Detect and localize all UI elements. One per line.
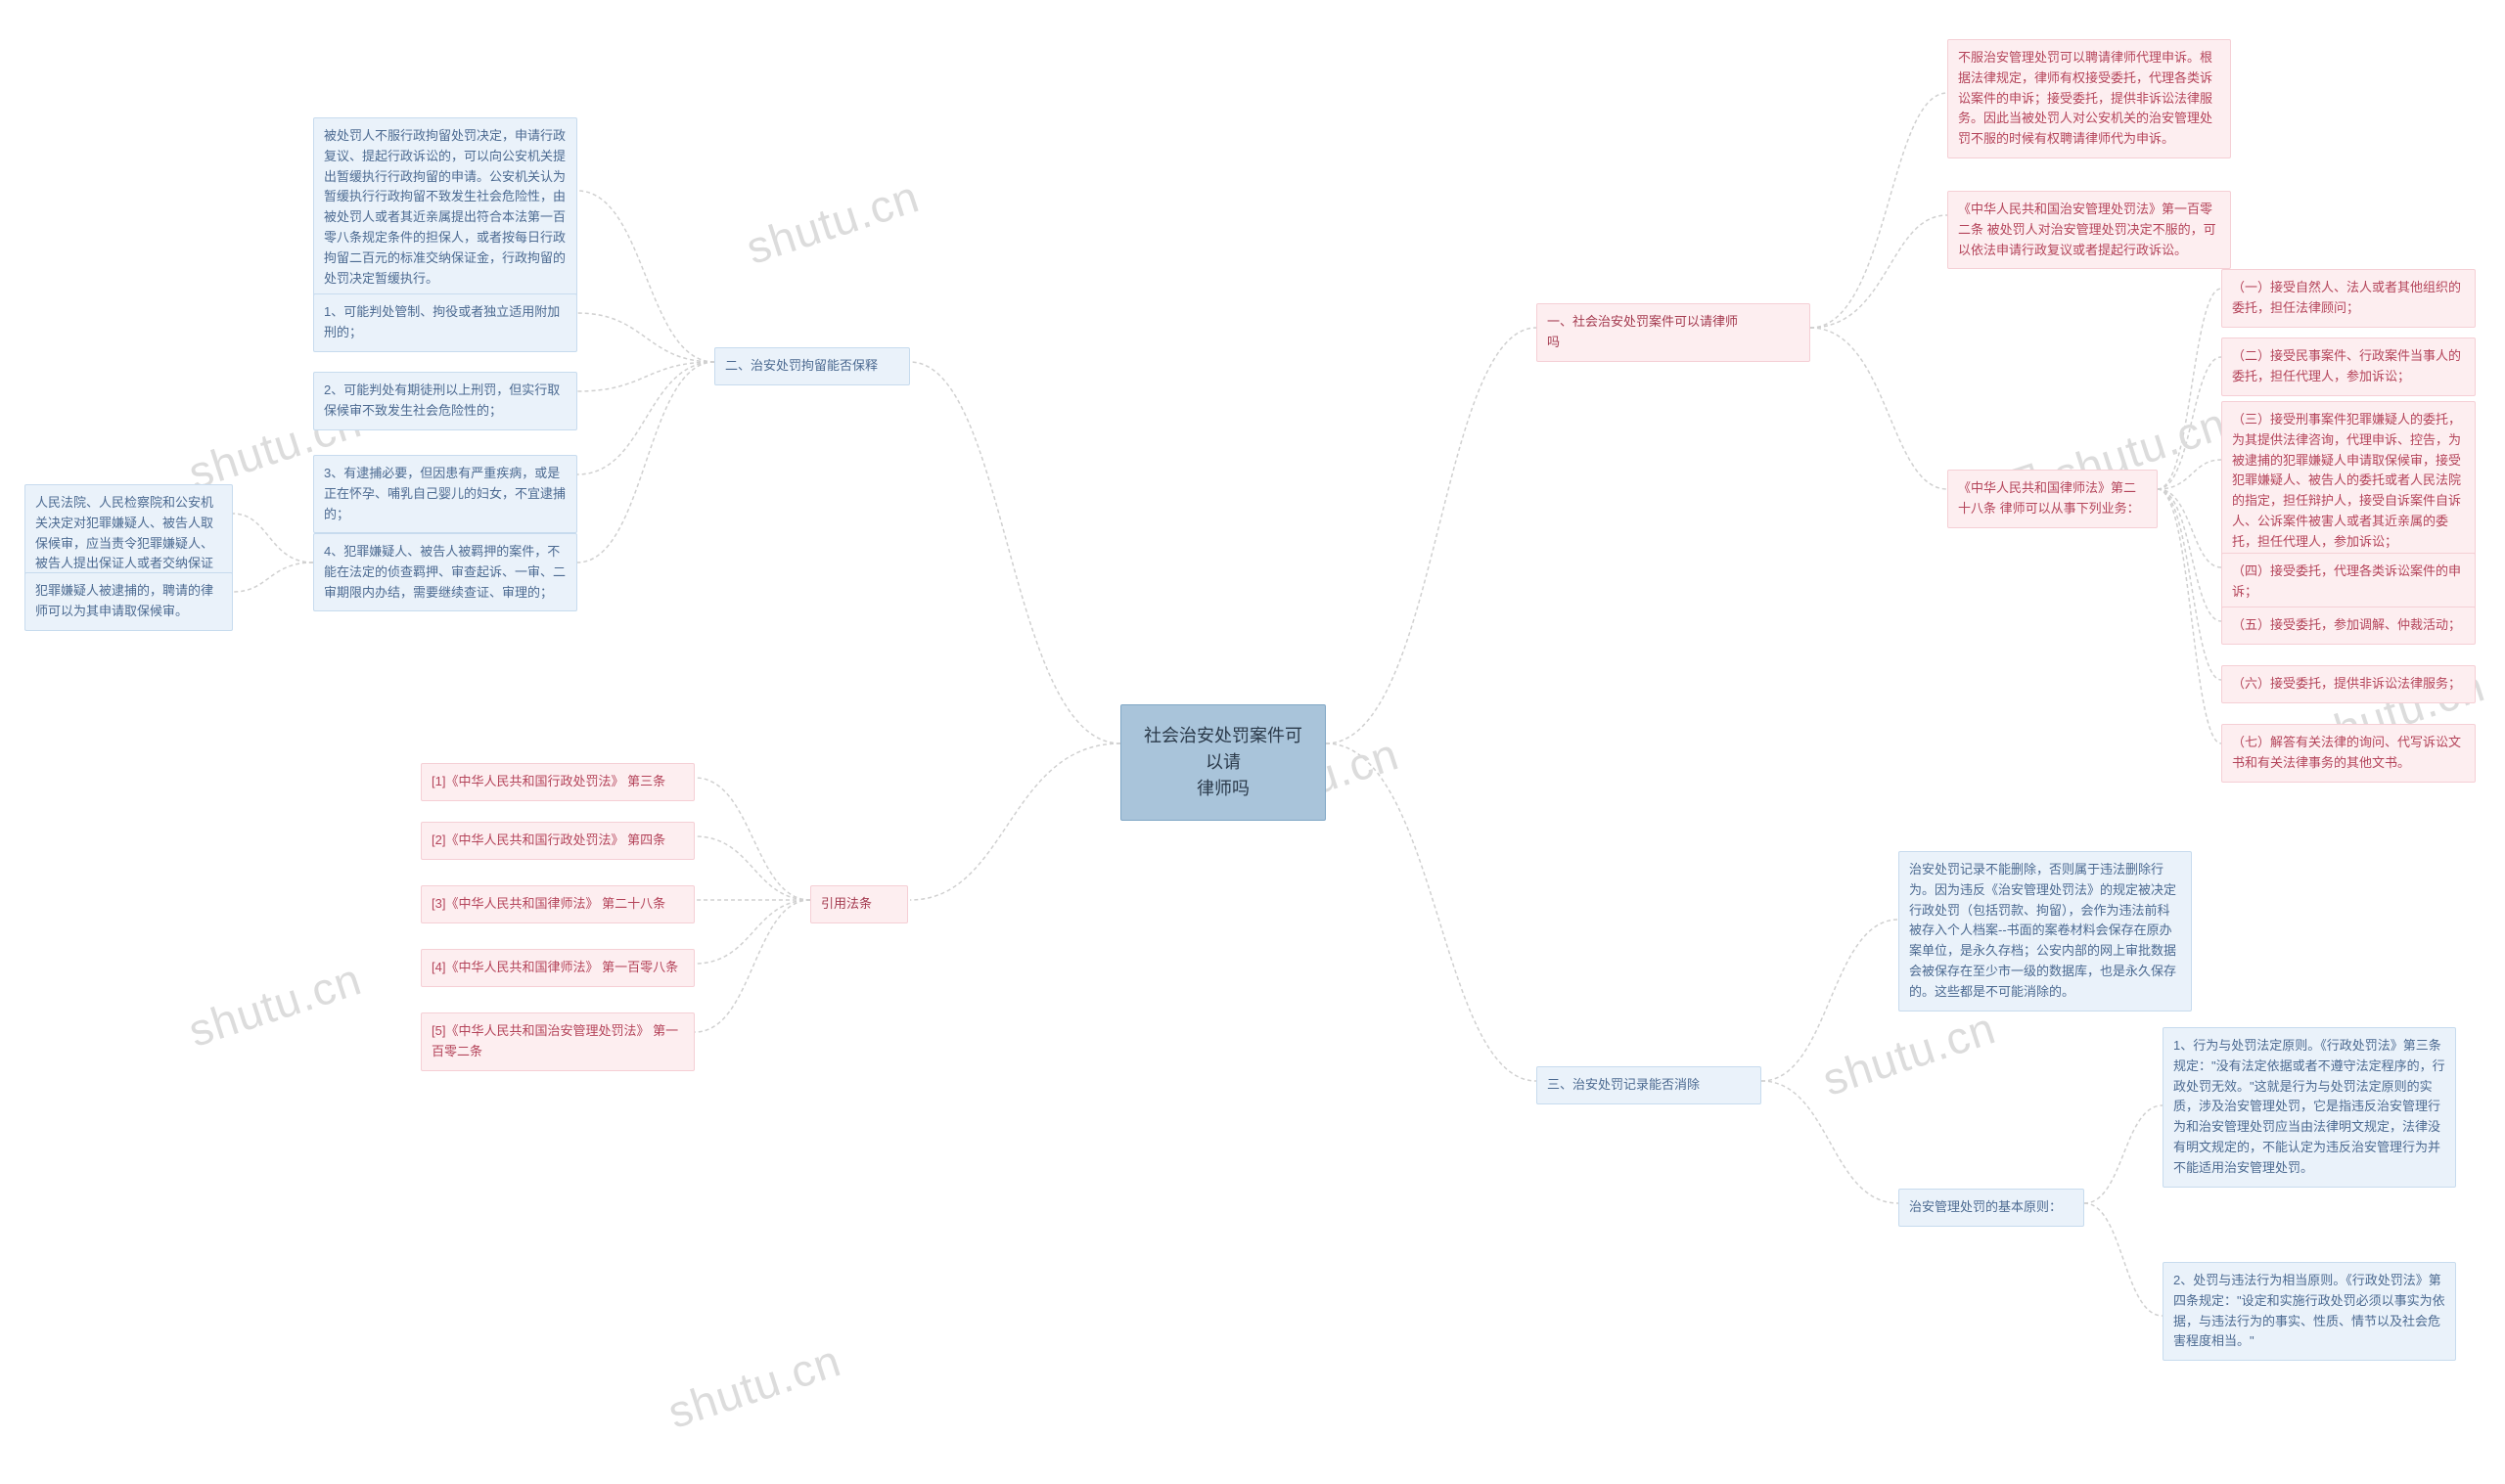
- l1-leaf4: 3、有逮捕必要，但因患有严重疾病，或是正在怀孕、哺乳自己婴儿的妇女，不宜逮捕的；: [313, 455, 577, 533]
- r1-leaf1: 不服治安管理处罚可以聘请律师代理申诉。根据法律规定，律师有权接受委托，代理各类诉…: [1947, 39, 2231, 158]
- r1-title-l2: 吗: [1547, 335, 1560, 349]
- r1-item-6: （六）接受委托，提供非诉讼法律服务；: [2221, 665, 2476, 703]
- l2-item-5: [5]《中华人民共和国治安管理处罚法》 第一百零二条: [421, 1012, 695, 1071]
- l2-item-3: [3]《中华人民共和国律师法》 第二十八条: [421, 885, 695, 923]
- r1-title-l1: 一、社会治安处罚案件可以请律师: [1547, 314, 1738, 329]
- l1-leaf1: 被处罚人不服行政拘留处罚决定，申请行政复议、提起行政诉讼的，可以向公安机关提出暂…: [313, 117, 577, 297]
- r2-item1: 1、行为与处罚法定原则。《行政处罚法》第三条规定："没有法定依据或者不遵守法定程…: [2163, 1027, 2456, 1188]
- l1-leaf5: 4、犯罪嫌疑人、被告人被羁押的案件，不能在法定的侦查羁押、审查起诉、一审、二审期…: [313, 533, 577, 611]
- watermark: shutu.cn: [1816, 1001, 2002, 1106]
- r2-item2: 2、处罚与违法行为相当原则。《行政处罚法》第四条规定："设定和实施行政处罚必须以…: [2163, 1262, 2456, 1361]
- l2-item-1: [1]《中华人民共和国行政处罚法》 第三条: [421, 763, 695, 801]
- r1-item-1: （一）接受自然人、法人或者其他组织的委托，担任法律顾问；: [2221, 269, 2476, 328]
- branch-r1-title: 一、社会治安处罚案件可以请律师 吗: [1536, 303, 1810, 362]
- branch-r2-title: 三、治安处罚记录能否消除: [1536, 1066, 1761, 1104]
- root-line1: 社会治安处罚案件可以请: [1144, 726, 1302, 772]
- r1-item-2: （二）接受民事案件、行政案件当事人的委托，担任代理人，参加诉讼；: [2221, 337, 2476, 396]
- branch-l2-title: 引用法条: [810, 885, 908, 923]
- branch-l1-title: 二、治安处罚拘留能否保释: [714, 347, 910, 385]
- r1-item-5: （五）接受委托，参加调解、仲裁活动；: [2221, 607, 2476, 645]
- l2-item-2: [2]《中华人民共和国行政处罚法》 第四条: [421, 822, 695, 860]
- l1-leaf3: 2、可能判处有期徒刑以上刑罚，但实行取保候审不致发生社会危险性的；: [313, 372, 577, 430]
- l2-item-4: [4]《中华人民共和国律师法》 第一百零八条: [421, 949, 695, 987]
- r2-subtitle: 治安管理处罚的基本原则：: [1898, 1189, 2084, 1227]
- r1-leaf2: 《中华人民共和国治安管理处罚法》第一百零二条 被处罚人对治安管理处罚决定不服的，…: [1947, 191, 2231, 269]
- watermark: shutu.cn: [182, 952, 368, 1057]
- l1-sub2: 犯罪嫌疑人被逮捕的，聘请的律师可以为其申请取保候审。: [24, 572, 233, 631]
- r1-item-7: （七）解答有关法律的询问、代写诉讼文书和有关法律事务的其他文书。: [2221, 724, 2476, 783]
- root-line2: 律师吗: [1197, 779, 1250, 798]
- r1-item-4: （四）接受委托，代理各类诉讼案件的申诉；: [2221, 553, 2476, 611]
- watermark: shutu.cn: [740, 169, 926, 275]
- l1-leaf2: 1、可能判处管制、拘役或者独立适用附加刑的；: [313, 293, 577, 352]
- r1-item-3: （三）接受刑事案件犯罪嫌疑人的委托，为其提供法律咨询，代理申诉、控告，为被逮捕的…: [2221, 401, 2476, 562]
- r1-subtitle: 《中华人民共和国律师法》第二十八条 律师可以从事下列业务：: [1947, 470, 2158, 528]
- watermark: shutu.cn: [661, 1333, 847, 1439]
- root-node: 社会治安处罚案件可以请 律师吗: [1120, 704, 1326, 821]
- r2-leaf1: 治安处罚记录不能删除，否则属于违法删除行为。因为违反《治安管理处罚法》的规定被决…: [1898, 851, 2192, 1012]
